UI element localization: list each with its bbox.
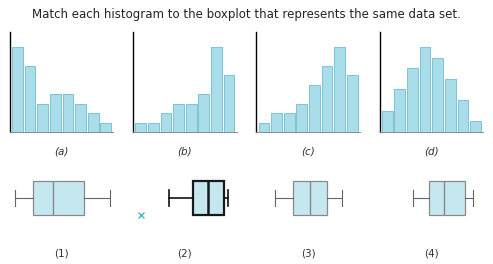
Text: (a): (a) xyxy=(54,146,69,156)
Bar xyxy=(33,181,84,215)
Bar xyxy=(394,89,405,132)
Bar xyxy=(161,113,171,132)
Bar xyxy=(63,94,73,132)
Bar xyxy=(382,111,392,132)
Bar xyxy=(258,122,269,132)
Bar xyxy=(186,104,197,132)
Bar xyxy=(193,181,224,215)
Bar xyxy=(334,47,345,132)
Bar xyxy=(347,75,358,132)
Bar xyxy=(135,122,146,132)
Text: (4): (4) xyxy=(424,249,439,259)
Bar xyxy=(445,79,456,132)
Bar xyxy=(407,68,418,132)
Bar xyxy=(420,47,430,132)
Bar xyxy=(429,181,464,215)
Text: (1): (1) xyxy=(54,249,69,259)
Bar xyxy=(75,104,86,132)
Bar xyxy=(211,47,222,132)
Bar xyxy=(309,85,320,132)
Bar xyxy=(25,66,35,132)
Bar xyxy=(199,94,209,132)
Text: (2): (2) xyxy=(177,249,192,259)
Bar xyxy=(101,122,111,132)
Bar xyxy=(37,104,48,132)
Bar xyxy=(50,94,61,132)
Text: (c): (c) xyxy=(301,146,315,156)
Bar xyxy=(173,104,184,132)
Bar xyxy=(12,47,23,132)
Bar xyxy=(322,66,332,132)
Bar xyxy=(458,100,468,132)
Bar xyxy=(271,113,282,132)
Bar xyxy=(293,181,327,215)
Text: (b): (b) xyxy=(177,146,192,156)
Text: (d): (d) xyxy=(424,146,439,156)
Text: Match each histogram to the boxplot that represents the same data set.: Match each histogram to the boxplot that… xyxy=(32,8,461,21)
Bar xyxy=(432,58,443,132)
Bar xyxy=(284,113,294,132)
Bar xyxy=(88,113,99,132)
Bar xyxy=(224,75,235,132)
Bar xyxy=(470,121,481,132)
Text: (3): (3) xyxy=(301,249,316,259)
Bar xyxy=(296,104,307,132)
Bar xyxy=(148,122,159,132)
